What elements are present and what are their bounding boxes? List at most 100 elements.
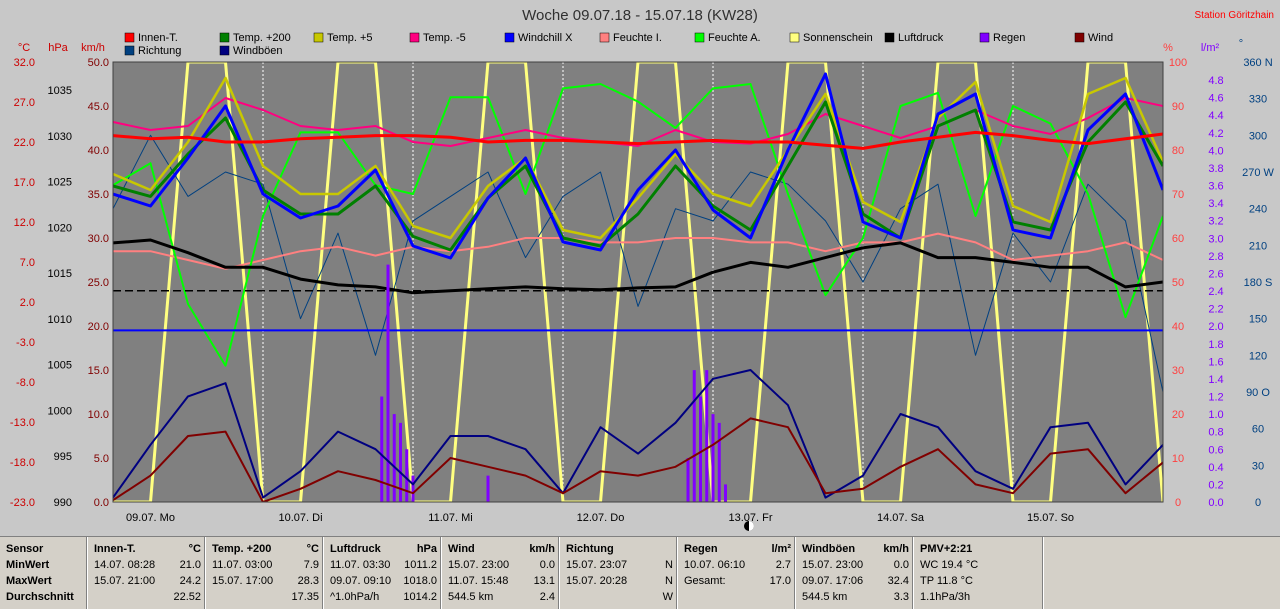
- tick-rain: 0.6: [1208, 444, 1223, 456]
- rain-bar: [699, 396, 702, 502]
- tick-hpa: 990: [54, 497, 72, 509]
- stats-column-name: Innen-T.: [94, 543, 136, 555]
- stats-cell-time: 544.5 km: [802, 591, 848, 603]
- series-line-innen-t-: [113, 130, 1163, 150]
- tick-kmh: 15.0: [88, 365, 109, 377]
- stats-cell-row: 11.07. 15:48 13.1: [448, 573, 555, 589]
- x-tick-label: 14.07. Sa: [877, 512, 925, 524]
- rain-bar: [686, 458, 690, 502]
- legend-swatch: [884, 32, 895, 43]
- stats-column-name: Luftdruck: [330, 543, 381, 555]
- axis-unit-celsius: °C: [18, 42, 30, 54]
- tick-direction: 330: [1249, 94, 1267, 106]
- series-line-windb-en: [113, 369, 1163, 499]
- axis-unit-direction: °: [1239, 38, 1243, 50]
- stats-column: Regen l/m² 10.07. 06:10 2.7 Gesamt: 17.0: [678, 537, 796, 609]
- stats-cell-time: 11.07. 15:48: [448, 575, 509, 587]
- tick-direction: 120: [1249, 350, 1267, 362]
- tick-direction: 90 O: [1246, 387, 1270, 399]
- series-line-luftdruck: [113, 238, 1163, 295]
- stats-cell-row: 09.07. 09:10 1018.0: [330, 573, 437, 589]
- series-group: [113, 62, 1163, 502]
- stats-cell-row: 11.07. 03:30 1011.2: [330, 557, 437, 573]
- tick-kmh: 10.0: [88, 409, 109, 421]
- stats-cell-value: 0.0: [893, 559, 909, 571]
- tick-rain: 0.2: [1208, 479, 1223, 491]
- stats-column-unit: °C: [188, 543, 201, 555]
- stats-column-unit: [645, 541, 673, 557]
- tick-percent: 100: [1169, 57, 1187, 69]
- tick-rain: 2.0: [1208, 321, 1223, 333]
- stats-cell-value: 0.0: [539, 559, 555, 571]
- station-label: Station Göritzhain: [1195, 10, 1275, 21]
- tick-percent: 0: [1175, 497, 1181, 509]
- tick-kmh: 45.0: [88, 101, 109, 113]
- tick-direction: 300: [1249, 130, 1267, 142]
- tick-rain: 2.4: [1208, 286, 1223, 298]
- stats-column-header: Temp. +200 °C: [212, 541, 319, 557]
- stats-column-header: Luftdruck hPa: [330, 541, 437, 557]
- legend-swatch: [409, 32, 420, 43]
- tick-rain: 0.8: [1208, 427, 1223, 439]
- rain-bar: [724, 484, 727, 502]
- stats-cell-time: 11.07. 03:00: [212, 559, 273, 571]
- tick-percent: 40: [1172, 321, 1184, 333]
- x-tick-label: 11.07. Mi: [428, 512, 472, 524]
- stats-column-name: Windböen: [802, 543, 856, 555]
- stats-column-name: PMV+2:21: [920, 543, 973, 555]
- tick-kmh: 5.0: [94, 453, 109, 465]
- x-tick-label: 13.07. Fr: [728, 512, 772, 524]
- legend-label: Windchill X: [518, 32, 573, 44]
- tick-celsius: -18.0: [10, 457, 35, 469]
- tick-percent: 50: [1172, 277, 1184, 289]
- stats-cell-time: [212, 589, 291, 605]
- stats-cell-time: WC 19.4 °C: [920, 559, 979, 571]
- tick-rain: 4.0: [1208, 145, 1223, 157]
- tick-rain: 3.4: [1208, 198, 1223, 210]
- tick-celsius: 2.0: [20, 297, 35, 309]
- tick-rain: 0.0: [1208, 497, 1223, 509]
- tick-rain: 4.6: [1208, 93, 1223, 105]
- tick-celsius: -13.0: [10, 417, 35, 429]
- stats-cell-row: 09.07. 17:06 32.4: [802, 573, 909, 589]
- tick-hpa: 1005: [48, 360, 72, 372]
- tick-rain: 2.2: [1208, 304, 1223, 316]
- stats-column-header: Wind km/h: [448, 541, 555, 557]
- series-line-temp-200: [113, 100, 1163, 252]
- chart-title: Woche 09.07.18 - 15.07.18 (KW28): [522, 7, 758, 24]
- legend-label: Wind: [1088, 32, 1113, 44]
- stats-column-header: Richtung: [566, 541, 673, 557]
- tick-kmh: 25.0: [88, 277, 109, 289]
- tick-celsius: 7.0: [20, 257, 35, 269]
- legend-swatch: [124, 45, 135, 56]
- tick-rain: 1.8: [1208, 339, 1223, 351]
- tick-percent: 60: [1172, 233, 1184, 245]
- stats-column-header: PMV+2:21: [920, 541, 1039, 557]
- tick-celsius: -3.0: [16, 337, 35, 349]
- x-tick-label: 15.07. So: [1027, 512, 1074, 524]
- rain-bar: [692, 370, 696, 502]
- rain-bar: [717, 422, 721, 502]
- stats-cell-time: 1.1hPa/3h: [920, 591, 971, 603]
- legend-label: Innen-T.: [138, 32, 178, 44]
- tick-kmh: 0.0: [94, 497, 109, 509]
- stats-cell-row: W: [566, 589, 673, 605]
- stats-cell-value: [1011, 589, 1039, 605]
- series-line-feuchte-i-: [113, 232, 1163, 270]
- legend-label: Luftdruck: [898, 32, 944, 44]
- rain-bar: [386, 264, 390, 502]
- stats-cell-value: 7.9: [303, 559, 319, 571]
- tick-direction: 180 S: [1244, 277, 1273, 289]
- stats-column: Temp. +200 °C 11.07. 03:00 7.9 15.07. 17:00 2…: [206, 537, 324, 609]
- stats-column: Richtung 15.07. 23:07 N 15.07. 20:28 N W: [560, 537, 678, 609]
- stats-row-label: MaxWert: [6, 575, 52, 587]
- tick-celsius: 12.0: [14, 217, 35, 229]
- tick-celsius: 17.0: [14, 177, 35, 189]
- legend-label: Regen: [993, 32, 1025, 44]
- tick-percent: 80: [1172, 145, 1184, 157]
- tick-direction: 210: [1249, 240, 1267, 252]
- weather-chart: Woche 09.07.18 - 15.07.18 (KW28) Station …: [9, 7, 1275, 531]
- stats-column-unit: l/m²: [771, 543, 791, 555]
- stats-table: Sensor MinWert MaxWert Durchschnitt Innen-T.…: [0, 536, 1280, 609]
- stats-cell-row: 14.07. 08:28 21.0: [94, 557, 201, 573]
